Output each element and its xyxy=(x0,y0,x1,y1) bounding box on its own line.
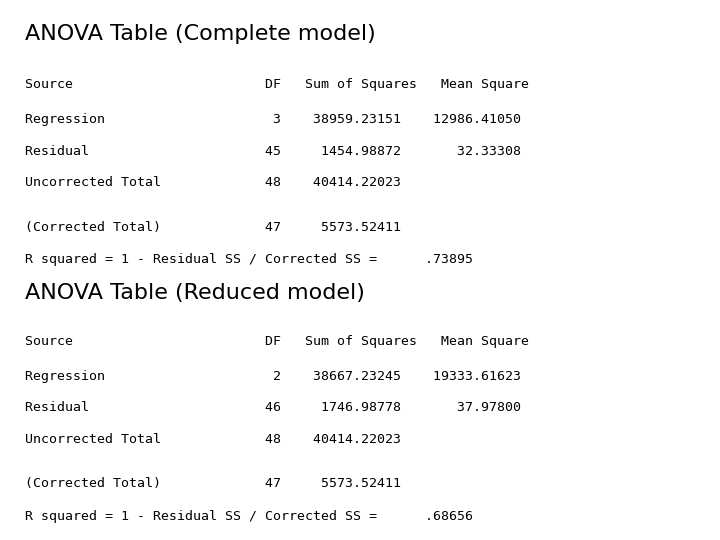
Text: Residual                      45     1454.98872       32.33308: Residual 45 1454.98872 32.33308 xyxy=(25,145,521,158)
Text: Regression                     3    38959.23151    12986.41050: Regression 3 38959.23151 12986.41050 xyxy=(25,113,521,126)
Text: Source                        DF   Sum of Squares   Mean Square: Source DF Sum of Squares Mean Square xyxy=(25,78,529,91)
Text: Uncorrected Total             48    40414.22023: Uncorrected Total 48 40414.22023 xyxy=(25,176,401,189)
Text: (Corrected Total)             47     5573.52411: (Corrected Total) 47 5573.52411 xyxy=(25,477,401,490)
Text: R squared = 1 - Residual SS / Corrected SS =      .68656: R squared = 1 - Residual SS / Corrected … xyxy=(25,510,473,523)
Text: R squared = 1 - Residual SS / Corrected SS =      .73895: R squared = 1 - Residual SS / Corrected … xyxy=(25,253,473,266)
Text: Regression                     2    38667.23245    19333.61623: Regression 2 38667.23245 19333.61623 xyxy=(25,370,521,383)
Text: Residual                      46     1746.98778       37.97800: Residual 46 1746.98778 37.97800 xyxy=(25,401,521,414)
Text: ANOVA Table (Reduced model): ANOVA Table (Reduced model) xyxy=(25,284,365,303)
Text: (Corrected Total)             47     5573.52411: (Corrected Total) 47 5573.52411 xyxy=(25,221,401,234)
Text: Source                        DF   Sum of Squares   Mean Square: Source DF Sum of Squares Mean Square xyxy=(25,335,529,348)
Text: Uncorrected Total             48    40414.22023: Uncorrected Total 48 40414.22023 xyxy=(25,433,401,446)
Text: ANOVA Table (Complete model): ANOVA Table (Complete model) xyxy=(25,24,376,44)
